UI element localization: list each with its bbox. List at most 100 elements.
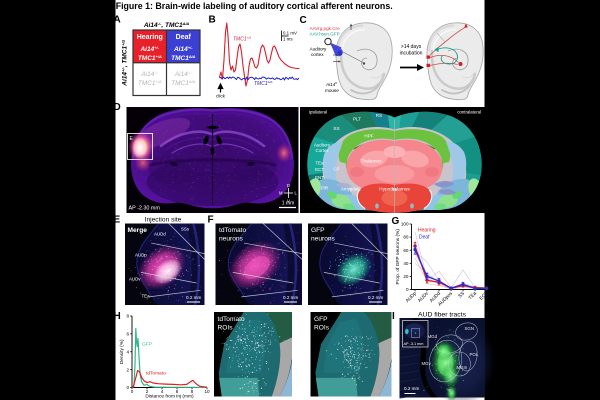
svg-text:PLT: PLT — [353, 117, 361, 122]
svg-text:0.2 mm: 0.2 mm — [404, 386, 419, 391]
svg-text:AUDd: AUDd — [154, 232, 166, 237]
svg-text:>14 days: >14 days — [401, 44, 422, 50]
svg-text:4: 4 — [161, 389, 164, 394]
svg-text:AAV.hsyn.GFP: AAV.hsyn.GFP — [310, 32, 340, 37]
svg-text:contralateral: contralateral — [457, 110, 481, 115]
svg-text:TMC1+/Δ: TMC1+/Δ — [138, 79, 162, 88]
svg-text:AUDv: AUDv — [129, 277, 141, 282]
svg-text:0: 0 — [131, 389, 134, 394]
svg-text:AUD fiber tracts: AUD fiber tracts — [418, 312, 467, 319]
svg-text:CP: CP — [333, 167, 339, 172]
svg-text:MGm: MGm — [457, 365, 468, 370]
svg-text:TMC1+/Δ: TMC1+/Δ — [233, 36, 251, 43]
svg-text:Merge: Merge — [128, 227, 148, 234]
svg-text:AP -2.30 mm: AP -2.30 mm — [129, 206, 161, 212]
svg-text:E: E — [114, 215, 121, 226]
svg-text:Ai14+/-: Ai14+/- — [139, 45, 159, 54]
svg-text:8: 8 — [126, 314, 129, 319]
svg-text:Density (%): Density (%) — [119, 339, 125, 364]
svg-text:ECT: ECT — [315, 167, 324, 172]
svg-text:ECT: ECT — [478, 291, 489, 302]
svg-text:I: I — [392, 311, 395, 322]
svg-text:0.2 mm: 0.2 mm — [368, 295, 383, 300]
svg-text:TMC1Δ/Δ: TMC1Δ/Δ — [171, 54, 196, 63]
svg-text:G: G — [392, 216, 400, 227]
svg-text:Ai14+/-, TMC1+/Δ: Ai14+/-, TMC1+/Δ — [120, 39, 129, 86]
svg-text:Hearing: Hearing — [418, 228, 436, 234]
svg-text:TEa: TEa — [467, 290, 478, 301]
svg-text:SS: SS — [333, 126, 339, 131]
svg-text:AP -3.1 mm: AP -3.1 mm — [404, 342, 424, 346]
svg-text:incubation: incubation — [400, 51, 423, 57]
svg-text:TMC1+/Δ: TMC1+/Δ — [138, 54, 162, 63]
svg-text:0: 0 — [406, 287, 409, 292]
svg-text:ENT: ENT — [315, 175, 324, 180]
svg-text:Amygdala: Amygdala — [341, 187, 361, 192]
svg-text:GFP: GFP — [314, 316, 328, 323]
svg-text:MGv: MGv — [422, 361, 432, 366]
svg-text:Deaf: Deaf — [176, 34, 192, 41]
svg-text:neurons: neurons — [311, 236, 336, 243]
svg-text:6: 6 — [126, 332, 129, 337]
svg-text:B: B — [209, 15, 216, 26]
svg-text:60: 60 — [403, 248, 409, 253]
svg-text:80: 80 — [403, 235, 409, 240]
svg-text:POL: POL — [470, 352, 479, 357]
svg-text:Auditory: Auditory — [314, 143, 331, 148]
svg-text:20: 20 — [403, 274, 409, 279]
svg-text:6: 6 — [176, 389, 179, 394]
svg-text:Ai14fl: Ai14fl — [325, 81, 337, 87]
svg-text:TEa: TEa — [315, 161, 324, 166]
svg-text:tdTomato: tdTomato — [219, 227, 246, 234]
svg-text:F: F — [208, 215, 214, 226]
svg-text:AAVrg.pgk.Cre: AAVrg.pgk.Cre — [310, 26, 341, 31]
svg-text:40: 40 — [403, 261, 409, 266]
svg-text:MGd: MGd — [428, 334, 438, 339]
svg-text:V: V — [287, 199, 290, 204]
svg-text:Hypothalamus: Hypothalamus — [379, 187, 410, 193]
svg-text:Thalamus: Thalamus — [360, 159, 382, 165]
svg-text:Ai14-/-, TMC1Δ/Δ: Ai14-/-, TMC1Δ/Δ — [143, 21, 190, 30]
svg-text:C: C — [300, 15, 307, 26]
svg-text:0.2 mm: 0.2 mm — [283, 295, 298, 300]
svg-text:A: A — [114, 15, 121, 26]
svg-text:PIR: PIR — [321, 186, 328, 191]
svg-text:ROIs: ROIs — [314, 325, 330, 332]
svg-text:TEa: TEa — [142, 294, 151, 299]
svg-text:M: M — [279, 191, 283, 196]
svg-text:D: D — [287, 183, 290, 188]
svg-text:4: 4 — [126, 349, 129, 354]
svg-text:1 mm: 1 mm — [282, 201, 295, 207]
svg-text:L: L — [295, 191, 298, 196]
svg-text:TMC1Δ/Δ: TMC1Δ/Δ — [171, 79, 195, 88]
svg-text:D: D — [114, 102, 121, 113]
svg-text:Auditory: Auditory — [310, 47, 328, 52]
svg-text:GFP: GFP — [142, 342, 152, 348]
svg-text:2: 2 — [126, 367, 129, 372]
svg-text:10: 10 — [204, 389, 210, 394]
svg-text:Ai14+/-: Ai14+/- — [173, 45, 193, 54]
svg-text:2: 2 — [146, 389, 149, 394]
svg-text:Ai14-/-: Ai14-/- — [140, 70, 158, 79]
svg-text:Prop. of GFP neurons (%): Prop. of GFP neurons (%) — [395, 229, 401, 285]
svg-text:8: 8 — [191, 389, 194, 394]
svg-text:SSs: SSs — [181, 227, 190, 232]
svg-text:AUDp: AUDp — [135, 253, 147, 258]
svg-text:GFP: GFP — [311, 227, 325, 234]
svg-text:Figure 1: Brain-wide labeling: Figure 1: Brain-wide labeling of auditor… — [116, 1, 393, 12]
svg-text:HPF: HPF — [364, 134, 373, 139]
svg-text:1 ms: 1 ms — [283, 37, 293, 42]
svg-text:Hearing: Hearing — [137, 34, 163, 41]
svg-text:TMC1Δ/Δ: TMC1Δ/Δ — [254, 80, 272, 87]
svg-text:tdTomato: tdTomato — [146, 371, 166, 377]
svg-text:Distance from inj (mm): Distance from inj (mm) — [145, 393, 194, 399]
svg-text:0: 0 — [126, 385, 129, 390]
svg-text:neurons: neurons — [219, 236, 244, 243]
svg-text:ipsilateral: ipsilateral — [309, 110, 327, 115]
svg-text:Injection site: Injection site — [145, 217, 182, 224]
svg-text:click: click — [216, 94, 226, 99]
svg-text:100: 100 — [401, 222, 409, 227]
svg-text:RS: RS — [376, 113, 382, 118]
svg-text:SGN: SGN — [465, 326, 475, 331]
svg-text:0.1 mV: 0.1 mV — [283, 31, 297, 36]
